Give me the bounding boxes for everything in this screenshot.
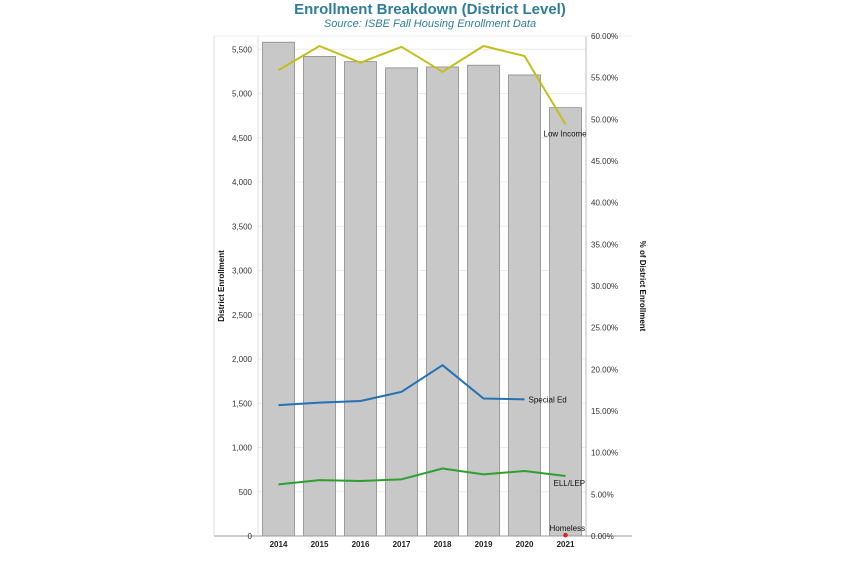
y2-tick-label: 10.00% (591, 449, 618, 458)
x-tick-label: 2020 (516, 540, 534, 549)
bar-2020 (508, 74, 541, 537)
bar-2014 (262, 41, 295, 537)
bar-2017 (385, 67, 418, 537)
y2-tick-label: 50.00% (591, 115, 618, 124)
x-tick-label: 2014 (270, 540, 288, 549)
y-tick-label: 5,000 (232, 90, 253, 99)
bar-2015 (303, 55, 336, 537)
chart-subtitle: Source: ISBE Fall Housing Enrollment Dat… (323, 18, 537, 30)
y2-tick-label: 15.00% (591, 407, 618, 416)
y2-tick-label: 40.00% (591, 199, 618, 208)
y2-tick-label: 25.00% (591, 324, 618, 333)
series-label-special-ed: Special Ed (529, 395, 567, 404)
y-tick-label: 4,500 (232, 134, 253, 143)
bar-2016 (344, 61, 377, 537)
series-label-low-income: Low Income (544, 129, 588, 138)
y-tick-label: 4,000 (232, 178, 253, 187)
series-label-ell-lep: ELL/LEP (554, 479, 586, 488)
bar-2018 (426, 66, 459, 537)
y-tick-label: 2,000 (232, 355, 253, 364)
y2-axis-title: % of District Enrollment (638, 241, 647, 332)
line-low-income (277, 45, 567, 125)
y2-tick-label: 30.00% (591, 282, 618, 291)
y2-tick-label: 20.00% (591, 365, 618, 374)
y2-tick-label: 5.00% (591, 490, 614, 499)
x-tick-label: 2018 (434, 540, 452, 549)
y2-tick-label: 35.00% (591, 240, 618, 249)
y2-tick-label: 60.00% (591, 32, 618, 41)
x-tick-label: 2017 (393, 540, 411, 549)
bar-2019 (467, 64, 500, 537)
y-tick-label: 0 (248, 532, 253, 541)
series-label-homeless: Homeless (550, 524, 586, 533)
y-tick-label: 5,500 (232, 45, 253, 54)
x-tick-label: 2016 (352, 540, 370, 549)
x-tick-label: 2021 (557, 540, 575, 549)
chart-title: Enrollment Breakdown (District Level) (294, 1, 566, 18)
y-tick-label: 500 (239, 488, 253, 497)
y-tick-label: 1,500 (232, 399, 253, 408)
y-tick-label: 1,000 (232, 444, 253, 453)
y-tick-label: 2,500 (232, 311, 253, 320)
bar-2021 (549, 107, 582, 537)
y-tick-label: 3,000 (232, 267, 253, 276)
point-homeless (563, 532, 568, 538)
line-ell-lep (278, 467, 566, 486)
y2-tick-label: 45.00% (591, 157, 618, 166)
line-special-ed (278, 364, 525, 407)
x-tick-label: 2019 (475, 540, 493, 549)
y2-tick-label: 0.00% (591, 532, 614, 541)
y-tick-label: 3,500 (232, 222, 253, 231)
y2-tick-label: 55.00% (591, 74, 618, 83)
y-axis-title: District Enrollment (217, 250, 226, 322)
x-tick-label: 2015 (311, 540, 329, 549)
